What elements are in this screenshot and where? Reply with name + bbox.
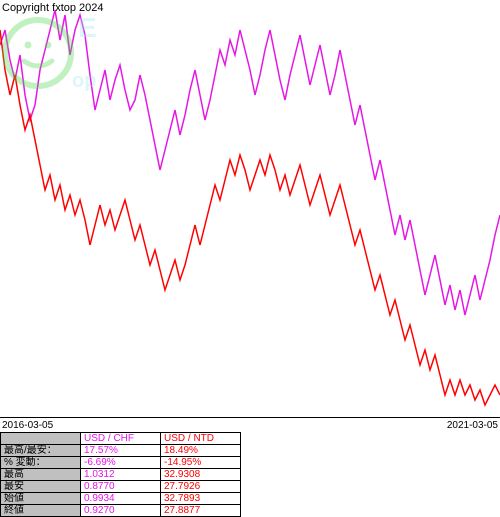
cell-ntd: -14.95%	[161, 457, 241, 469]
cell-ntd: 32.9308	[161, 469, 241, 481]
header-ntd: USD / NTD	[161, 433, 241, 445]
table-row: 最安 0.8770 27.7926	[1, 481, 241, 493]
cell-chf: 0.9270	[81, 505, 161, 517]
row-label: 始値	[1, 493, 81, 505]
cell-chf: 0.8770	[81, 481, 161, 493]
table-row: 終値 0.9270 27.8877	[1, 505, 241, 517]
cell-chf: 0.9934	[81, 493, 161, 505]
copyright-text: Copyright fxtop 2024	[2, 2, 104, 14]
header-chf: USD / CHF	[81, 433, 161, 445]
table-row: 最高 1.0312 32.9308	[1, 469, 241, 481]
table-header-row: USD / CHF USD / NTD	[1, 433, 241, 445]
x-axis-start-label: 2016-03-05	[2, 420, 53, 431]
cell-ntd: 18.49%	[161, 445, 241, 457]
cell-chf: 1.0312	[81, 469, 161, 481]
table-row: 最高/最安： 17.57% 18.49%	[1, 445, 241, 457]
stats-table: USD / CHF USD / NTD 最高/最安： 17.57% 18.49%…	[0, 432, 241, 517]
row-label: 最高/最安：	[1, 445, 81, 457]
cell-ntd: 27.7926	[161, 481, 241, 493]
header-empty	[1, 433, 81, 445]
cell-ntd: 27.8877	[161, 505, 241, 517]
row-label: % 変動：	[1, 457, 81, 469]
cell-ntd: 32.7893	[161, 493, 241, 505]
row-label: 終値	[1, 505, 81, 517]
x-axis-end-label: 2021-03-05	[447, 420, 498, 431]
cell-chf: 17.57%	[81, 445, 161, 457]
row-label: 最安	[1, 481, 81, 493]
svg-text:E: E	[78, 12, 97, 43]
table-row: % 変動： -6.69% -14.95%	[1, 457, 241, 469]
table-row: 始値 0.9934 32.7893	[1, 493, 241, 505]
row-label: 最高	[1, 469, 81, 481]
cell-chf: -6.69%	[81, 457, 161, 469]
svg-text:op: op	[72, 70, 96, 92]
watermark-logo: E op	[0, 5, 100, 103]
